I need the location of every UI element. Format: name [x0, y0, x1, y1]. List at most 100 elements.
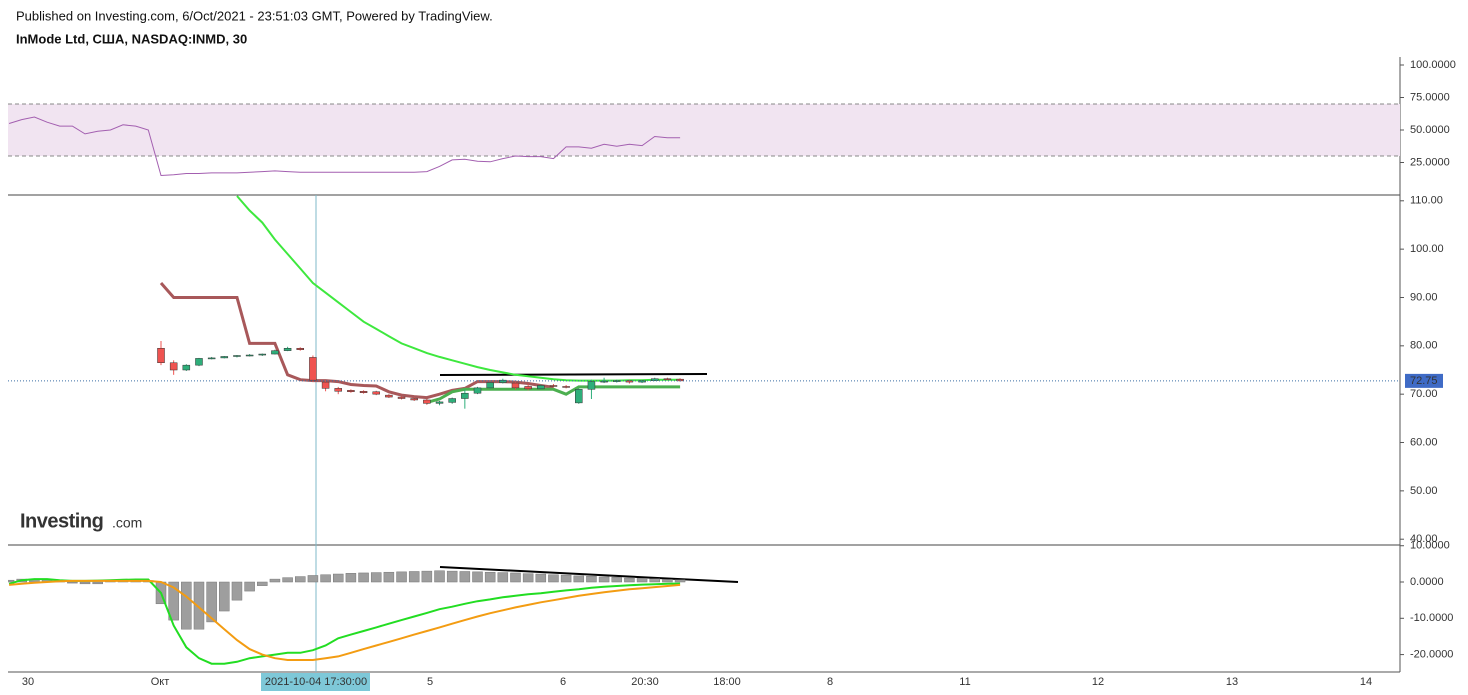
candle-body [359, 391, 368, 393]
candle-body [321, 381, 330, 389]
histogram-bar [434, 570, 445, 583]
candle-body [423, 399, 431, 404]
histogram-bar [206, 581, 217, 623]
x-tick-label: 12 [1092, 676, 1104, 688]
x-tick-label: Окт [151, 676, 170, 688]
pane [157, 195, 684, 409]
candle-body [157, 347, 165, 363]
y-tick-label: 100.00 [1410, 243, 1444, 255]
histogram-bar [269, 578, 281, 583]
candle-body [448, 398, 456, 403]
candle-body [549, 385, 558, 387]
histogram-bar [522, 573, 534, 583]
histogram-bar [548, 574, 559, 583]
y-tick-label: 25.0000 [1410, 156, 1450, 168]
y-tick-label: 80.00 [1410, 340, 1438, 352]
candle-body [575, 389, 583, 404]
histogram-bar [560, 574, 572, 583]
histogram-bar [421, 570, 433, 583]
histogram-bar [92, 581, 103, 585]
histogram-bar [181, 581, 192, 630]
series-line [426, 385, 681, 404]
histogram-bar [649, 578, 660, 583]
candle-body [600, 380, 608, 383]
pane [8, 103, 1400, 177]
candle-body [207, 357, 216, 360]
histogram-bar [598, 576, 610, 583]
histogram-bar [8, 579, 15, 583]
candle-body [195, 358, 203, 366]
logo-name: Investing [20, 510, 103, 532]
series-line [159, 282, 554, 400]
histogram-bar [282, 577, 293, 583]
candle-body [650, 378, 659, 381]
histogram-bar [408, 571, 420, 583]
y-tick-label: 10.0000 [1410, 540, 1450, 552]
candle-body [220, 356, 229, 359]
candle-body [245, 354, 254, 357]
histogram-bar [193, 581, 205, 630]
candle-body [182, 364, 191, 371]
candle-body [169, 362, 178, 371]
histogram-bar [307, 575, 319, 583]
candle-body [271, 350, 279, 355]
series-line [8, 578, 681, 665]
x-tick-label: 30 [22, 676, 34, 688]
candle-body [410, 398, 418, 401]
candle-body [233, 355, 241, 357]
candle-body [663, 378, 672, 380]
published-text: Published on Investing.com, 6/Oct/2021 -… [16, 8, 493, 23]
candle-body [524, 386, 532, 390]
candle-body [435, 401, 444, 404]
histogram-bar [611, 577, 623, 583]
histogram-bar [67, 581, 78, 584]
histogram-bar [510, 572, 521, 583]
trend-line [439, 566, 739, 583]
candle-body [511, 382, 520, 389]
logo: Investing .com [20, 510, 142, 532]
x-tick-label: 5 [427, 676, 433, 688]
y-tick-label: 90.00 [1410, 291, 1438, 303]
candle-body [562, 386, 570, 388]
histogram-bar [219, 581, 230, 612]
histogram-bar [662, 579, 673, 583]
last-price-tag [1405, 373, 1443, 388]
candle-body [473, 387, 482, 394]
candle-body [296, 347, 305, 350]
histogram-bar [370, 572, 382, 583]
series-line [8, 116, 681, 177]
histogram-bar [332, 573, 344, 583]
y-tick-label: 50.0000 [1410, 124, 1450, 136]
histogram-bar [636, 578, 648, 583]
histogram-bar [472, 571, 483, 583]
y-tick-label: 40.00 [1410, 533, 1438, 545]
candle-body [537, 385, 545, 390]
candle-body [397, 396, 406, 399]
histogram-bar [535, 573, 547, 583]
pane [8, 570, 686, 665]
y-tick-label: 100.0000 [1410, 59, 1456, 71]
histogram-bar [358, 572, 369, 583]
histogram-bar [257, 581, 268, 586]
histogram-bar [79, 581, 91, 585]
x-tick-label: 20:30 [631, 676, 659, 688]
histogram-bar [168, 581, 179, 621]
x-tick-label: 8 [827, 676, 833, 688]
histogram-bar [497, 572, 509, 583]
candle-body [461, 392, 469, 399]
x-tick-label: 11 [959, 676, 970, 688]
crosshair-label: 2021-10-04 17:30:00 [265, 676, 367, 688]
x-tick-label: 6 [560, 676, 566, 688]
symbol-title: InMode Ltd, США, NASDAQ:INMD, 30 [16, 31, 247, 46]
histogram-bar [624, 577, 635, 583]
candle-body [334, 388, 342, 392]
series-line [236, 195, 681, 382]
y-tick-label: 110.00 [1410, 195, 1443, 207]
logo-suffix: .com [112, 515, 142, 531]
histogram-bar [383, 571, 395, 583]
histogram-bar [459, 571, 471, 583]
y-tick-label: -20.0000 [1410, 648, 1453, 660]
histogram-bar [295, 576, 306, 583]
y-tick-label: 60.00 [1410, 436, 1438, 448]
